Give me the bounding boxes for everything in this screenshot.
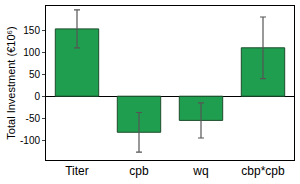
svg-text:cbp*cpb: cbp*cpb xyxy=(241,164,285,178)
svg-text:0: 0 xyxy=(34,91,40,102)
svg-text:Titer: Titer xyxy=(65,164,89,178)
svg-text:100: 100 xyxy=(23,47,40,58)
svg-text:150: 150 xyxy=(23,25,40,36)
svg-text:cpb: cpb xyxy=(129,164,149,178)
svg-text:-100: -100 xyxy=(20,135,40,146)
svg-text:50: 50 xyxy=(29,69,41,80)
svg-text:Total Investment (€10⁶): Total Investment (€10⁶) xyxy=(5,26,17,139)
svg-text:-50: -50 xyxy=(26,113,41,124)
svg-text:wq: wq xyxy=(192,164,208,178)
